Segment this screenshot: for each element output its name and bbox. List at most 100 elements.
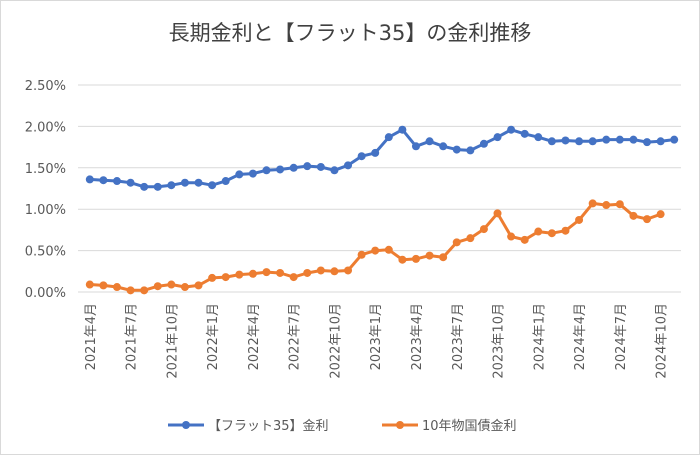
legend-marker [182, 421, 190, 429]
point [643, 138, 652, 147]
x-tick-label: 2022年1月 [206, 303, 221, 370]
point [629, 211, 638, 220]
point [615, 135, 624, 144]
point [371, 246, 380, 255]
point [221, 273, 230, 282]
point [425, 137, 434, 146]
point [493, 133, 502, 142]
point [520, 235, 529, 244]
point [248, 169, 257, 178]
x-tick-label: 2024年10月 [655, 303, 670, 379]
point [357, 152, 366, 161]
point [126, 178, 135, 187]
point [221, 177, 230, 186]
point [466, 146, 475, 155]
x-tick-label: 2021年4月 [84, 303, 99, 370]
point [235, 270, 244, 279]
point [520, 129, 529, 138]
x-tick-label: 2023年10月 [492, 303, 507, 379]
point [276, 165, 285, 174]
x-tick-label: 2021年10月 [165, 303, 180, 379]
point [439, 142, 448, 151]
point [289, 163, 298, 172]
legend-label: 【フラット35】金利 [208, 418, 329, 434]
point [452, 145, 461, 154]
point [479, 139, 488, 148]
x-tick-label: 2022年10月 [328, 303, 343, 379]
point [411, 254, 420, 263]
point [507, 125, 516, 134]
point [507, 232, 516, 241]
point [534, 227, 543, 236]
point [153, 282, 162, 291]
point [493, 209, 502, 218]
point [208, 273, 217, 282]
x-tick-label: 2022年7月 [288, 303, 303, 370]
point [316, 162, 325, 171]
point [656, 210, 665, 219]
chart-title: 長期金利と【フラット35】の金利推移 [169, 21, 532, 45]
x-tick-label: 2021年7月 [125, 303, 140, 370]
point [384, 245, 393, 254]
point [398, 255, 407, 264]
point [276, 268, 285, 277]
point [85, 175, 94, 184]
point [344, 161, 353, 170]
x-tick-label: 2024年1月 [532, 303, 547, 370]
point [588, 137, 597, 146]
point [452, 238, 461, 247]
point [575, 137, 584, 146]
point [194, 281, 203, 290]
point [248, 269, 257, 278]
point [316, 266, 325, 275]
point [140, 286, 149, 295]
x-tick-label: 2023年4月 [410, 303, 425, 370]
x-tick-label: 2022年4月 [247, 303, 262, 370]
point [126, 286, 135, 295]
point [167, 181, 176, 190]
point [180, 283, 189, 292]
point [303, 162, 312, 171]
point [167, 280, 176, 289]
point [629, 135, 638, 144]
point [85, 280, 94, 289]
x-tick-label: 2024年4月 [573, 303, 588, 370]
point [330, 267, 339, 276]
point [99, 281, 108, 290]
point [140, 182, 149, 191]
point [99, 176, 108, 185]
point [357, 250, 366, 259]
point [180, 178, 189, 187]
point [670, 135, 679, 144]
point [534, 133, 543, 142]
point [466, 234, 475, 243]
point [602, 201, 611, 210]
point [575, 215, 584, 224]
point [235, 170, 244, 179]
legend-marker [396, 421, 404, 429]
x-tick-label: 2024年7月 [614, 303, 629, 370]
point [561, 226, 570, 235]
point [547, 137, 556, 146]
point [439, 253, 448, 262]
point [479, 225, 488, 234]
legend-label: 10年物国債金利 [422, 418, 517, 434]
point [384, 133, 393, 142]
x-tick-label: 2023年7月 [451, 303, 466, 370]
point [371, 148, 380, 157]
y-tick-label: 0.50% [25, 245, 66, 260]
point [344, 266, 353, 275]
point [411, 142, 420, 151]
point [330, 166, 339, 175]
point [289, 273, 298, 282]
point [425, 251, 434, 260]
point [656, 137, 665, 146]
point [112, 283, 121, 292]
point [194, 178, 203, 187]
point [112, 177, 121, 186]
y-tick-label: 0.00% [25, 286, 66, 301]
point [262, 166, 271, 175]
point [208, 181, 217, 190]
